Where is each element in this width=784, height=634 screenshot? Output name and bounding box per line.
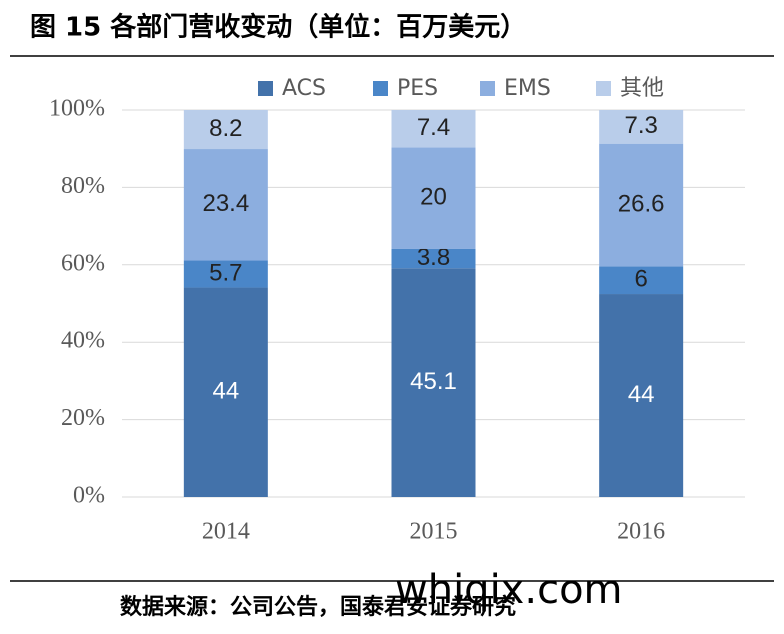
data-label: 44 [212, 378, 239, 405]
watermark: whiqix.com [395, 567, 623, 613]
data-label: 45.1 [410, 368, 457, 395]
data-label: 20 [420, 184, 447, 211]
bar-segment [183, 287, 268, 497]
legend-label: EMS [504, 76, 551, 101]
legend-label: 其他 [620, 76, 664, 101]
data-label: 23.4 [202, 190, 249, 217]
bar-segment [183, 149, 268, 261]
x-tick-label: 2014 [202, 519, 250, 545]
chart-title: 图 15 各部门营收变动（单位：百万美元） [30, 12, 526, 43]
data-label: 44 [628, 381, 655, 408]
bar-segment [599, 266, 684, 295]
data-label: 5.7 [209, 259, 242, 286]
bar-segment [183, 260, 268, 288]
bar-segment [599, 110, 684, 144]
source: 数据来源：公司公告，国泰君安证券研究 [120, 594, 516, 620]
legend-swatch [480, 81, 495, 96]
x-tick-label: 2016 [617, 519, 665, 545]
y-tick-label: 100% [49, 96, 105, 122]
y-tick-label: 80% [61, 173, 105, 199]
bar-segment [599, 294, 684, 497]
x-tick-label: 2015 [410, 519, 458, 545]
bar-segment [183, 110, 268, 150]
legend-label: ACS [282, 76, 326, 101]
bar-segment [391, 147, 476, 249]
bar-segment [391, 110, 476, 148]
bar-segment [599, 143, 684, 267]
data-label: 7.4 [417, 114, 450, 141]
y-tick-label: 0% [73, 483, 105, 509]
data-label: 7.3 [624, 112, 657, 139]
y-tick-label: 40% [61, 328, 105, 354]
bar-segment [391, 268, 476, 497]
legend-swatch [596, 81, 611, 96]
data-label: 6 [634, 266, 647, 293]
data-label: 26.6 [618, 190, 665, 217]
y-tick-label: 20% [61, 405, 105, 431]
bar-segment [391, 248, 476, 269]
legend-swatch [258, 81, 273, 96]
data-label: 8.2 [209, 115, 242, 142]
legend-swatch [373, 81, 388, 96]
y-tick-label: 60% [61, 250, 105, 276]
legend-label: PES [397, 76, 438, 101]
